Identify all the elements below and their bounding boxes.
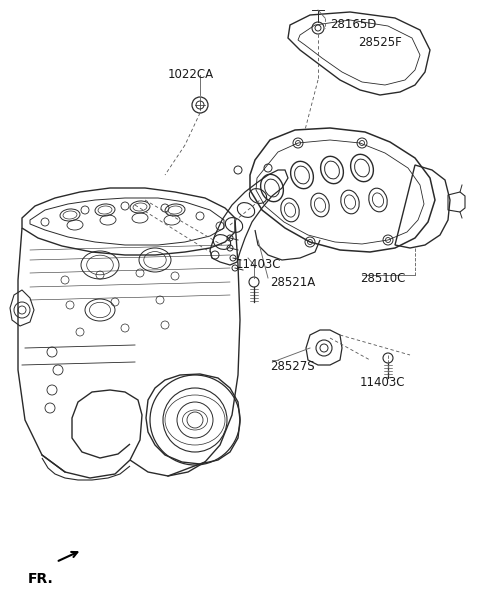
Text: 28525F: 28525F <box>358 36 402 49</box>
Text: 11403C: 11403C <box>360 376 406 389</box>
Text: 1022CA: 1022CA <box>168 68 214 81</box>
Text: 28510C: 28510C <box>360 272 406 285</box>
Text: FR.: FR. <box>28 572 54 586</box>
Text: 28165D: 28165D <box>330 18 376 31</box>
Text: 11403C: 11403C <box>236 258 281 271</box>
Text: 28521A: 28521A <box>270 276 315 289</box>
Text: 28527S: 28527S <box>270 360 314 373</box>
